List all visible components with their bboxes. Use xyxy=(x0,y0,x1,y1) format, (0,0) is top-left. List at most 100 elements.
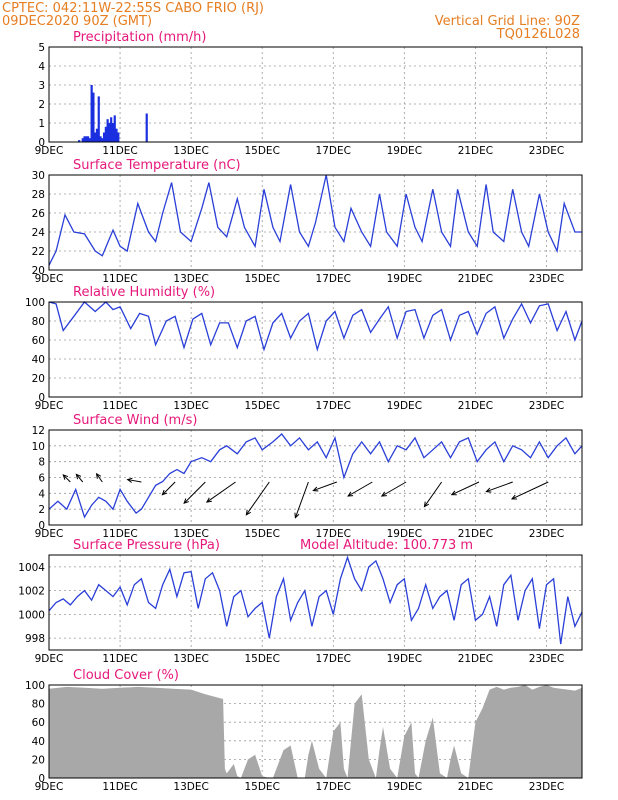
wind-vector-head xyxy=(380,491,387,497)
pressure-ytick-label: 1002 xyxy=(18,586,45,598)
humidity-xtick-label: 11DEC xyxy=(102,400,137,412)
temperature-xtick-label: 23DEC xyxy=(529,273,564,285)
precipitation-ytick-label: 1 xyxy=(38,118,45,130)
wind-ytick-label: 4 xyxy=(38,488,45,500)
precip-bar xyxy=(101,138,104,142)
wind-vector xyxy=(347,481,373,497)
precip-bar xyxy=(95,128,99,142)
precip-bar xyxy=(94,132,97,142)
humidity-xtick-label: 17DEC xyxy=(316,400,351,412)
precip-bar xyxy=(108,123,111,142)
precip-bar xyxy=(102,132,106,142)
wind-vector xyxy=(380,481,407,497)
precipitation-ytick-label: 0 xyxy=(38,137,45,149)
precipitation-xtick-label: 11DEC xyxy=(102,145,137,157)
cloud-cover-xtick-label: 11DEC xyxy=(102,781,137,793)
humidity-xtick-label: 23DEC xyxy=(529,400,564,412)
temperature-ytick-label: 30 xyxy=(32,170,45,182)
precipitation-ytick-label: 4 xyxy=(38,61,45,73)
wind-vector xyxy=(423,481,443,508)
temperature-ytick-label: 20 xyxy=(32,265,45,277)
cloud-cover-ytick-label: 40 xyxy=(32,736,45,748)
humidity-ytick-label: 40 xyxy=(32,354,45,366)
wind-vector-head xyxy=(62,474,69,480)
pressure-xtick-label: 23DEC xyxy=(529,653,564,665)
temperature-ytick-label: 24 xyxy=(32,227,46,239)
wind-vector-shaft xyxy=(127,479,142,483)
wind-vector-head xyxy=(75,473,82,480)
humidity-ytick-label: 60 xyxy=(32,335,45,347)
panel-temperature: 20 22 24 26 28 30 9DEC 11DEC 13DEC 15DEC 17DEC 19DE… xyxy=(32,158,583,285)
precipitation-xtick-label: 9DEC xyxy=(35,145,64,157)
wind-frame xyxy=(48,429,583,526)
wind-vector-shaft xyxy=(206,481,236,503)
wind-vector-head xyxy=(205,497,212,503)
pressure-xtick-label: 15DEC xyxy=(244,653,279,665)
pressure-xtick-label: 9DEC xyxy=(35,653,64,665)
temperature-line xyxy=(48,174,582,266)
wind-vector-shaft xyxy=(313,481,337,492)
temperature-xtick-label: 19DEC xyxy=(387,273,422,285)
precip-bar xyxy=(106,119,109,142)
precipitation-ytick-label: 5 xyxy=(38,42,45,54)
wind-xtick-label: 21DEC xyxy=(458,528,493,540)
pressure-xtick-label: 11DEC xyxy=(102,653,137,665)
cloud-cover-ytick-label: 20 xyxy=(32,754,45,766)
wind-ytick-label: 2 xyxy=(38,504,45,516)
wind-vector xyxy=(161,481,176,496)
wind-ytick-label: 12 xyxy=(32,425,45,437)
precipitation-ytick-label: 3 xyxy=(38,80,45,92)
precip-bar xyxy=(81,138,84,142)
wind-vector-shaft xyxy=(62,474,71,483)
pressure-xtick-label: 21DEC xyxy=(458,653,493,665)
wind-vector xyxy=(95,472,103,483)
pressure-line xyxy=(48,555,583,645)
wind-vector-head xyxy=(294,512,300,519)
precip-bar xyxy=(78,140,81,142)
wind-vector xyxy=(450,481,480,496)
precipitation-xtick-label: 13DEC xyxy=(173,145,208,157)
wind-xtick-label: 9DEC xyxy=(35,528,64,540)
temperature-xtick-label: 11DEC xyxy=(102,273,137,285)
header-model-code: TQ0126L028 xyxy=(496,27,580,42)
temperature-ytick-label: 22 xyxy=(32,246,45,258)
header-grid-note: Vertical Grid Line: 90Z xyxy=(435,14,580,29)
wind-vector-shaft xyxy=(294,481,309,518)
wind-vector xyxy=(485,481,513,493)
header-station: CPTEC: 042:11W-22:55S CABO FRIO (RJ) xyxy=(2,1,264,16)
panel-precipitation: 0 1 2 3 4 5 9DEC 11DEC 13DEC 15DEC 17DEC 19DEC 21DEC… xyxy=(35,30,583,157)
humidity-xtick-label: 21DEC xyxy=(458,400,493,412)
precip-bar xyxy=(97,96,100,142)
wind-vector xyxy=(510,481,549,500)
precip-bar xyxy=(88,138,91,142)
wind-vector-head xyxy=(312,486,319,492)
temperature-xtick-label: 17DEC xyxy=(316,273,351,285)
wind-vector-shaft xyxy=(381,481,407,497)
wind-ytick-label: 10 xyxy=(32,441,45,453)
precip-bar xyxy=(117,132,120,142)
precip-bar xyxy=(110,117,113,142)
cloud-cover-xtick-label: 19DEC xyxy=(387,781,422,793)
wind-xtick-label: 19DEC xyxy=(387,528,422,540)
humidity-ytick-label: 80 xyxy=(32,316,45,328)
humidity-xtick-label: 13DEC xyxy=(173,400,208,412)
humidity-xtick-label: 9DEC xyxy=(35,400,64,412)
cloud-cover-xtick-label: 17DEC xyxy=(316,781,351,793)
wind-xtick-label: 23DEC xyxy=(529,528,564,540)
pressure-ytick-label: 998 xyxy=(25,633,45,645)
wind-xtick-label: 11DEC xyxy=(102,528,137,540)
precip-bar xyxy=(111,123,115,142)
humidity-title: Relative Humidity (%) xyxy=(73,285,215,300)
cloud-cover-xtick-label: 13DEC xyxy=(173,781,208,793)
temperature-frame xyxy=(48,174,583,271)
humidity-ytick-label: 100 xyxy=(25,297,45,309)
humidity-frame xyxy=(48,301,583,398)
humidity-xtick-label: 15DEC xyxy=(244,400,279,412)
precip-bar xyxy=(83,136,86,142)
pressure-frame xyxy=(48,554,583,651)
cloud-cover-ytick-label: 60 xyxy=(32,717,45,729)
temperature-xtick-label: 15DEC xyxy=(244,273,279,285)
wind-vector xyxy=(62,474,71,483)
wind-vector xyxy=(126,477,142,483)
